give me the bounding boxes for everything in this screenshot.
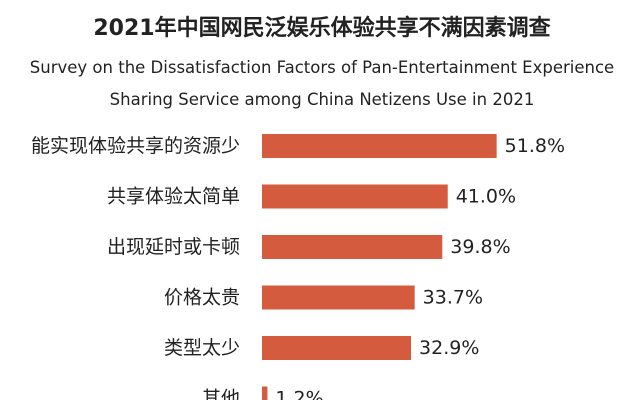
value-label: 33.7% [423,287,483,309]
chart-subtitle-line-1: Survey on the Dissatisfaction Factors of… [29,58,615,77]
value-label: 1.2% [275,388,323,400]
chart-subtitle-line-2: Sharing Service among China Netizens Use… [109,90,535,109]
category-label: 其他 [202,388,240,400]
category-label: 类型太少 [164,337,240,359]
category-label: 出现延时或卡顿 [107,236,240,258]
value-label: 41.0% [456,186,516,208]
bar [262,336,412,360]
bar [262,184,448,209]
bar [262,134,497,158]
category-label: 价格太贵 [164,287,240,309]
value-label: 51.8% [505,135,565,157]
category-label: 能实现体验共享的资源少 [31,135,240,157]
bar [262,235,443,259]
chart-title: 2021年中国网民泛娱乐体验共享不满因素调查 [93,16,551,41]
category-label: 共享体验太简单 [107,186,240,208]
value-label: 32.9% [419,337,479,359]
value-label: 39.8% [450,236,510,258]
bar [262,386,268,400]
bar [262,285,415,310]
